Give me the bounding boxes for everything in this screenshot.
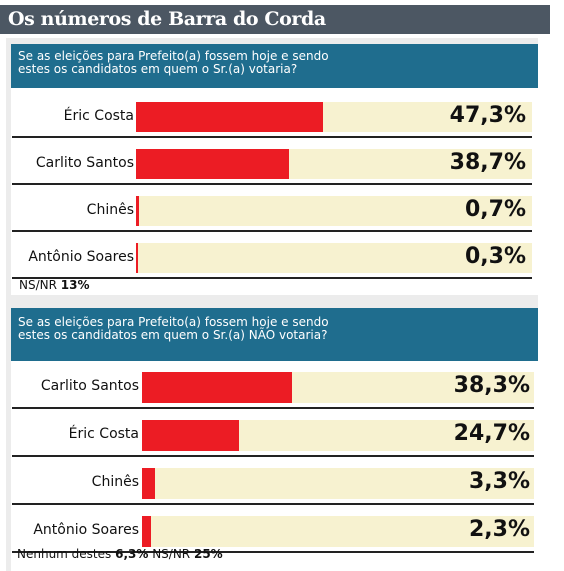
footer-note-2: Nenhum destes 6,3% NS/NR 25% bbox=[17, 547, 223, 561]
bar bbox=[136, 195, 139, 226]
bar bbox=[136, 242, 138, 273]
title-bar: Os números de Barra do Corda bbox=[0, 5, 550, 34]
bar bbox=[136, 148, 290, 179]
value-label: 24,7% bbox=[453, 421, 530, 446]
bar bbox=[142, 371, 293, 403]
bar bbox=[142, 467, 155, 499]
question-line: Se as eleições para Prefeito(a) fossem h… bbox=[18, 49, 329, 63]
footer-note-1: NS/NR 13% bbox=[19, 278, 90, 292]
question-header-2: Se as eleições para Prefeito(a) fossem h… bbox=[11, 308, 538, 361]
value-label: 38,7% bbox=[449, 149, 526, 175]
question-line: estes os candidatos em quem o Sr.(a) NÃO… bbox=[18, 328, 328, 342]
row-divider bbox=[12, 454, 534, 457]
row-divider bbox=[12, 406, 534, 409]
footer-label: NS/NR bbox=[148, 547, 194, 561]
row-divider bbox=[12, 502, 534, 505]
row-divider bbox=[12, 276, 532, 279]
footer-label: NS/NR bbox=[19, 278, 61, 292]
row-divider bbox=[12, 550, 534, 553]
bar-track bbox=[142, 467, 534, 499]
bar bbox=[142, 419, 239, 451]
value-label: 38,3% bbox=[453, 373, 530, 398]
category-label: Antônio Soares bbox=[28, 248, 134, 265]
footer-value: 6,3% bbox=[115, 547, 149, 561]
row-divider bbox=[12, 135, 532, 138]
value-label: 2,3% bbox=[468, 517, 530, 542]
bar bbox=[136, 101, 324, 132]
row-divider bbox=[12, 182, 532, 185]
bar-track bbox=[136, 195, 532, 226]
category-label: Carlito Santos bbox=[40, 378, 139, 394]
bar-track bbox=[142, 515, 534, 547]
category-label: Chinês bbox=[86, 201, 134, 218]
page-title: Os números de Barra do Corda bbox=[8, 8, 326, 30]
value-label: 0,7% bbox=[464, 196, 526, 222]
category-label: Chinês bbox=[91, 474, 139, 490]
category-label: Éric Costa bbox=[63, 107, 134, 124]
category-label: Éric Costa bbox=[68, 426, 139, 442]
bar-track bbox=[136, 242, 532, 273]
row-divider bbox=[12, 229, 532, 232]
category-label: Antônio Soares bbox=[33, 522, 139, 538]
value-label: 47,3% bbox=[449, 102, 526, 128]
footer-value: 25% bbox=[193, 547, 223, 561]
bar bbox=[142, 515, 152, 547]
question-header-1: Se as eleições para Prefeito(a) fossem h… bbox=[11, 44, 538, 88]
footer-label: Nenhum destes bbox=[17, 547, 116, 561]
category-label: Carlito Santos bbox=[35, 154, 134, 171]
question-line: Se as eleições para Prefeito(a) fossem h… bbox=[18, 315, 329, 329]
footer-value: 13% bbox=[60, 278, 90, 292]
question-line: estes os candidatos em quem o Sr.(a) vot… bbox=[18, 62, 298, 76]
value-label: 3,3% bbox=[468, 469, 530, 494]
value-label: 0,3% bbox=[464, 243, 526, 269]
